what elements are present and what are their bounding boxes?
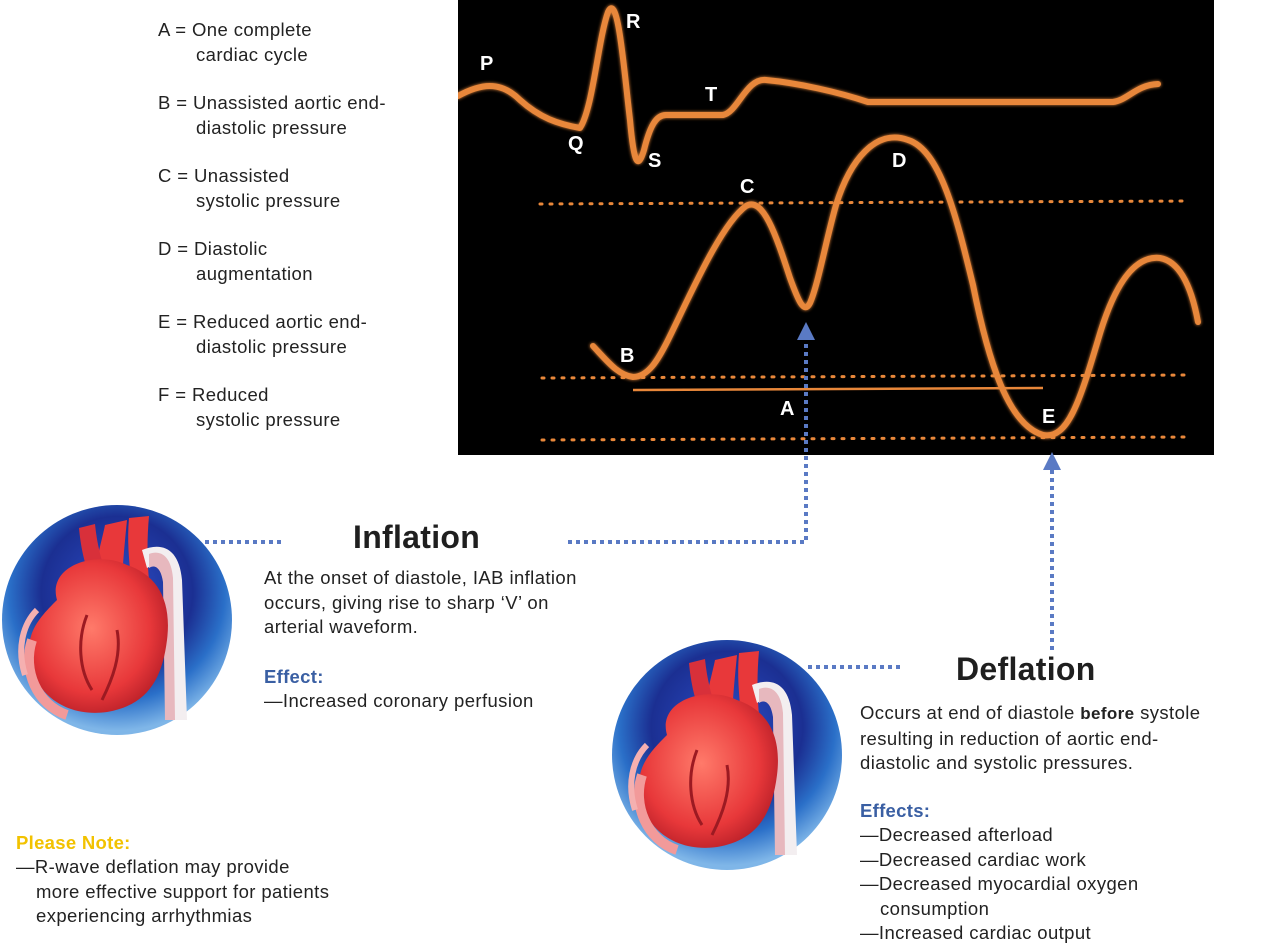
legend-item-f: F = Reduced systolic pressure <box>158 384 341 430</box>
legend-item-d: D = Diastolic augmentation <box>158 238 313 284</box>
inflation-title: Inflation <box>353 519 481 555</box>
inflation-effect-label: Effect: <box>264 666 324 687</box>
deflation-effect-item: —Decreased myocardial oxygen <box>860 873 1139 895</box>
ecg-label-t: T <box>705 84 717 106</box>
deflation-emphasis: before <box>1080 704 1135 723</box>
arterial-label-e: E <box>1042 406 1055 428</box>
note-line: experiencing arrhythmias <box>36 905 253 927</box>
legend-item-a: A = One complete cardiac cycle <box>158 19 312 65</box>
arterial-label-c: C <box>740 176 754 198</box>
monitor-screen: P R Q S T C D B A E <box>458 0 1214 455</box>
reference-line-reduced <box>540 435 1190 442</box>
deflation-effect-item: —Decreased afterload <box>860 824 1054 845</box>
ecg-label-r: R <box>626 11 641 33</box>
ecg-label-s: S <box>648 150 661 172</box>
legend-item-e: E = Reduced aortic end-diastolic pressur… <box>158 311 368 357</box>
inflation-body-line: At the onset of diastole, IAB inflation <box>264 567 577 588</box>
deflation-title: Deflation <box>956 651 1096 687</box>
deflation-description: Occurs at end of diastole before systole… <box>860 701 1280 776</box>
deflation-body-first-line: Occurs at end of diastole before systole <box>860 702 1201 723</box>
note-label: Please Note: <box>16 832 131 853</box>
legend: A = One complete cardiac cycle B = Unassi… <box>158 18 458 456</box>
deflation-body-line: resulting in reduction of aortic end- <box>860 727 1159 749</box>
cycle-length-line <box>632 386 1044 392</box>
ecg-trace <box>458 5 1161 165</box>
inflation-effect-item: —Increased coronary perfusion <box>264 690 534 711</box>
reference-line-end-diastolic <box>540 373 1190 380</box>
ecg-label-q: Q <box>568 133 584 155</box>
arterial-trace <box>590 134 1201 439</box>
note-text: —R-wave deflation may provide more effec… <box>16 855 329 929</box>
deflation-body-line: diastolic and systolic pressures. <box>860 752 1134 774</box>
reference-line-systolic <box>538 199 1190 206</box>
heart-aorta-balloon-icon <box>612 640 842 870</box>
legend-item-b: B = Unassisted aortic end-diastolic pres… <box>158 92 386 138</box>
deflation-effect-item: consumption <box>880 897 990 919</box>
ecg-label-p: P <box>480 53 493 75</box>
inflation-description: At the onset of diastole, IAB inflation … <box>264 566 664 640</box>
heart-aorta-balloon-icon <box>2 505 232 735</box>
note-line: more effective support for patients <box>36 880 330 902</box>
note-line: —R-wave deflation may provide <box>16 856 290 877</box>
inflation-body-line: arterial waveform. <box>264 616 419 638</box>
inflation-body-line: occurs, giving rise to sharp ‘V’ on <box>264 591 549 613</box>
legend-item-c: C = Unassisted systolic pressure <box>158 165 341 211</box>
waveform-graphic: P R Q S T C D B A E <box>458 5 1201 442</box>
deflation-effects-label: Effects: <box>860 800 931 821</box>
deflation-effect-item: —Decreased cardiac work <box>860 848 1087 870</box>
deflation-effects-list: —Decreased afterload —Decreased cardiac … <box>860 823 1139 946</box>
deflation-effect-item: —Increased cardiac output <box>860 922 1092 944</box>
arterial-label-d: D <box>892 150 906 172</box>
arterial-label-b: B <box>620 345 634 367</box>
arterial-label-a: A <box>780 398 794 420</box>
